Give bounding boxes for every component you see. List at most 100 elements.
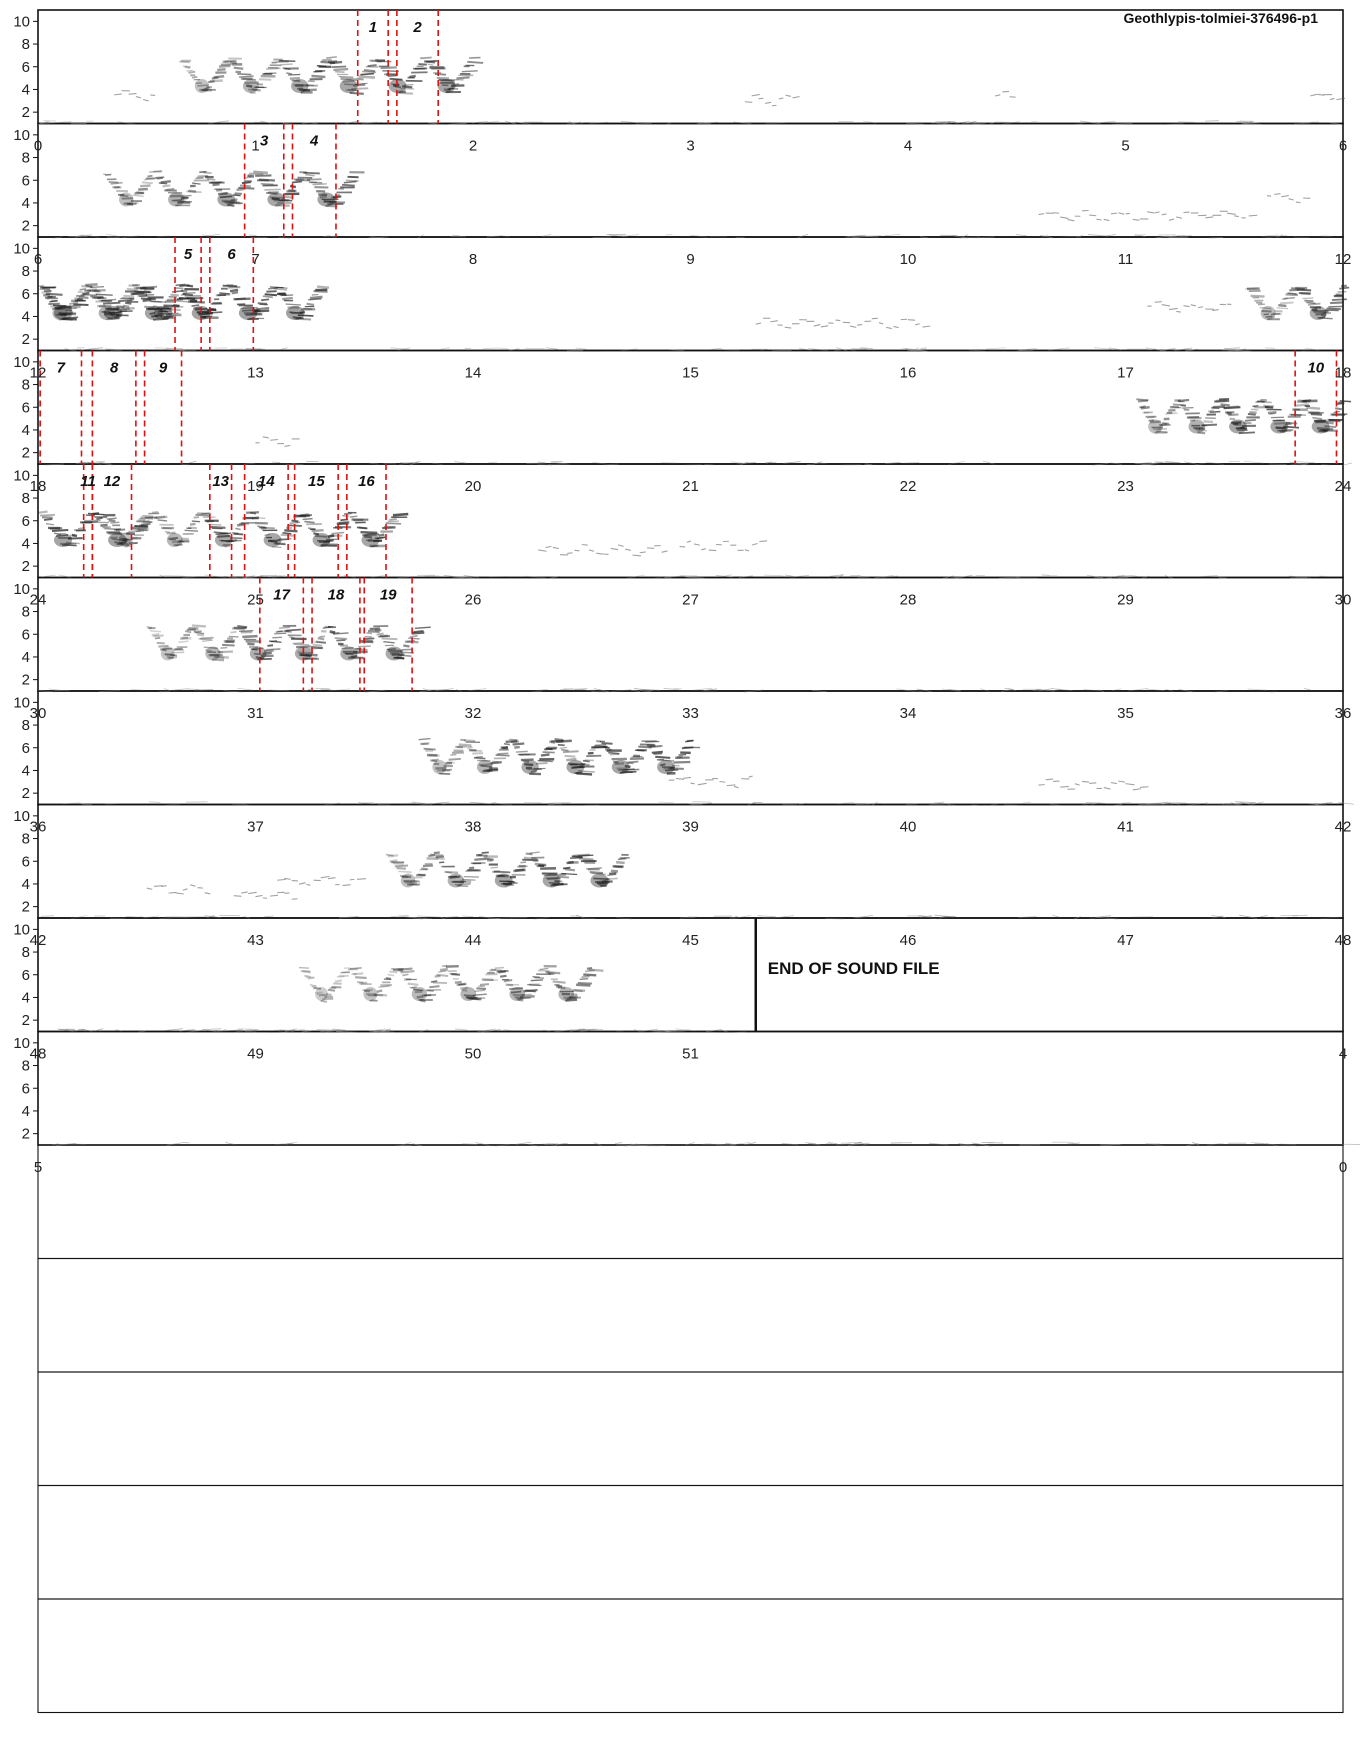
syllable-mark: [188, 189, 197, 193]
faint-call-mark: [142, 98, 149, 102]
x-tick-label: 18: [1335, 365, 1352, 382]
syllable-mark: [396, 968, 404, 971]
syllable-mark: [505, 739, 518, 744]
y-tick-label: 2: [22, 445, 30, 462]
syllable-mark: [282, 296, 293, 301]
syllable-mark: [463, 739, 476, 743]
x-tick-label: 50: [465, 1046, 482, 1063]
noise-mark: [1118, 575, 1128, 578]
faint-call-mark: [284, 444, 291, 447]
row-frame: [37, 1484, 1344, 1600]
syllable-core: [267, 192, 286, 207]
faint-call-mark: [1074, 783, 1080, 786]
syllable-mark: [327, 60, 338, 64]
noise-mark: [509, 348, 520, 351]
noise-mark: [549, 802, 571, 804]
syllable-mark: [233, 532, 244, 536]
syllable-mark: [394, 864, 409, 868]
syllable-mark: [312, 643, 323, 647]
syllable-mark: [1240, 426, 1248, 430]
y-tick-label: 6: [22, 740, 30, 757]
noise-mark: [384, 1028, 393, 1032]
syllable-mark: [403, 83, 414, 86]
segment-label: 14: [258, 473, 275, 490]
syllable-mark: [480, 764, 493, 768]
syllable-mark: [103, 301, 121, 305]
faint-call-mark: [686, 540, 692, 543]
syllable-mark: [369, 627, 380, 631]
faint-call-mark: [356, 878, 367, 880]
noise-mark: [66, 1028, 76, 1031]
syllable-mark: [124, 544, 133, 548]
faint-call-mark: [784, 326, 792, 329]
syllable-mark: [327, 534, 335, 538]
x-tick-label: 12: [30, 365, 47, 382]
noise-mark: [172, 688, 189, 691]
syllable-mark: [118, 299, 133, 303]
faint-call-mark: [269, 894, 279, 897]
faint-call-mark: [759, 540, 768, 543]
syllable-mark: [1172, 403, 1186, 407]
faint-call-mark: [785, 94, 792, 97]
syllable-mark: [332, 632, 349, 635]
syllable-mark: [166, 531, 176, 535]
syllable-mark: [308, 298, 322, 301]
syllable-mark: [588, 968, 604, 972]
noise-mark: [224, 575, 242, 579]
x-tick-label: 12: [1335, 251, 1352, 268]
syllable-core: [411, 987, 428, 1002]
y-tick-label: 8: [22, 490, 30, 507]
noise-mark: [665, 121, 673, 126]
noise-mark: [139, 916, 147, 918]
faint-call-mark: [719, 780, 726, 783]
y-tick-label: 6: [22, 172, 30, 189]
noise-mark: [338, 916, 359, 919]
syllable-mark: [296, 317, 312, 321]
labels-layer: 2468102468102468102468102468102468102468…: [13, 13, 1351, 1176]
syllable-mark: [49, 527, 63, 530]
syllable-mark: [262, 295, 273, 299]
syllable-mark: [1330, 301, 1344, 305]
syllable-mark: [607, 873, 617, 877]
syllable-mark: [142, 285, 158, 289]
syllable-mark: [322, 542, 338, 546]
y-tick-label: 6: [22, 286, 30, 303]
syllable-mark: [173, 647, 183, 651]
x-tick-label: 39: [682, 819, 699, 836]
noise-mark: [662, 1030, 669, 1032]
x-tick-label: 0: [1339, 1159, 1347, 1176]
syllable-mark: [152, 305, 163, 309]
syllable-mark: [396, 656, 405, 660]
noise-mark: [541, 1143, 559, 1145]
noise-mark: [536, 689, 548, 691]
syllable-mark: [1339, 286, 1350, 290]
noise-mark: [37, 121, 49, 125]
segment-label: 2: [412, 19, 422, 36]
x-tick-label: 34: [900, 705, 917, 722]
syllable-mark: [220, 539, 234, 543]
syllable-mark: [191, 76, 198, 79]
noise-mark: [905, 122, 924, 125]
syllable-mark: [534, 767, 542, 771]
syllable-mark: [366, 632, 373, 635]
faint-call-mark: [1089, 782, 1097, 785]
noise-mark: [1017, 347, 1037, 351]
syllable-mark: [1339, 400, 1352, 403]
noise-mark: [884, 233, 901, 237]
noise-mark: [733, 1031, 746, 1033]
noise-mark: [1184, 348, 1198, 352]
syllable-mark: [392, 512, 409, 517]
syllable-mark: [236, 187, 244, 192]
row-frame: [37, 1371, 1344, 1487]
segment-label: 16: [358, 473, 375, 490]
noise-mark: [896, 688, 915, 692]
noise-mark: [443, 574, 464, 578]
syllable-mark: [154, 637, 161, 640]
syllable-mark: [146, 625, 153, 630]
syllable-mark: [591, 872, 607, 875]
noise-mark: [370, 236, 386, 239]
syllable-mark: [1318, 316, 1326, 319]
syllable-mark: [158, 312, 172, 315]
syllable-mark: [149, 300, 166, 303]
noise-mark: [1134, 234, 1146, 236]
